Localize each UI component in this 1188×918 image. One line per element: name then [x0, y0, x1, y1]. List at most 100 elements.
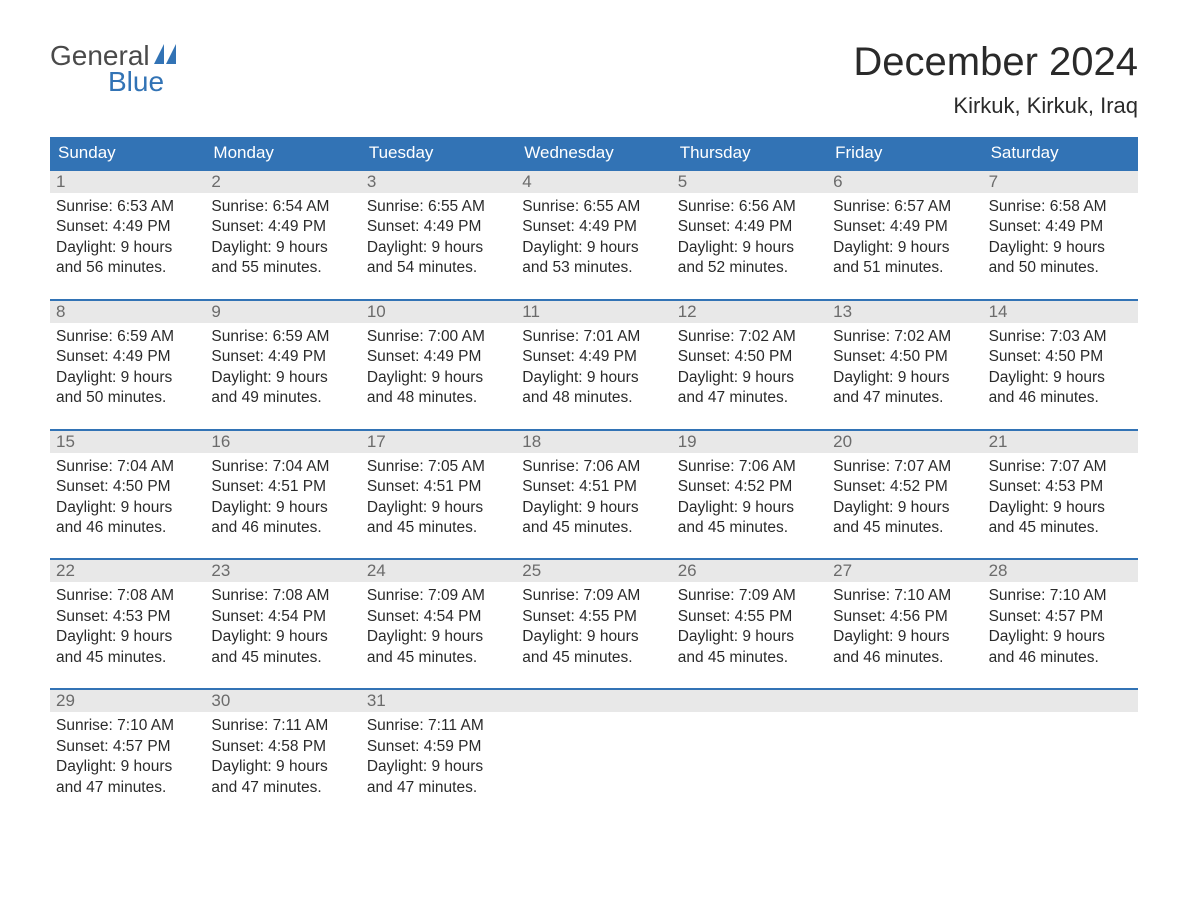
day-cell: Sunrise: 7:09 AMSunset: 4:54 PMDaylight:… [361, 582, 516, 674]
sunset-text: Sunset: 4:55 PM [678, 607, 821, 627]
sunset-text: Sunset: 4:53 PM [989, 477, 1132, 497]
weekday-label: Monday [205, 137, 360, 169]
weekday-label: Thursday [672, 137, 827, 169]
daylight-text-1: Daylight: 9 hours [211, 627, 354, 647]
day-number: 16 [205, 431, 360, 453]
sunrise-text: Sunrise: 7:10 AM [56, 716, 199, 736]
flag-icon [154, 44, 182, 69]
daylight-text-1: Daylight: 9 hours [367, 368, 510, 388]
day-cell: Sunrise: 7:03 AMSunset: 4:50 PMDaylight:… [983, 323, 1138, 415]
daylight-text-1: Daylight: 9 hours [833, 498, 976, 518]
day-number: 7 [983, 171, 1138, 193]
sunset-text: Sunset: 4:49 PM [522, 217, 665, 237]
daylight-text-1: Daylight: 9 hours [56, 627, 199, 647]
day-cell: Sunrise: 7:06 AMSunset: 4:51 PMDaylight:… [516, 453, 671, 545]
day-number: 17 [361, 431, 516, 453]
daylight-text-2: and 47 minutes. [833, 388, 976, 408]
daylight-text-1: Daylight: 9 hours [211, 368, 354, 388]
sunset-text: Sunset: 4:51 PM [522, 477, 665, 497]
day-number: 20 [827, 431, 982, 453]
sunrise-text: Sunrise: 7:09 AM [522, 586, 665, 606]
sunrise-text: Sunrise: 7:02 AM [678, 327, 821, 347]
daylight-text-1: Daylight: 9 hours [833, 627, 976, 647]
day-number: 10 [361, 301, 516, 323]
day-number: 13 [827, 301, 982, 323]
day-number: 24 [361, 560, 516, 582]
day-number [827, 690, 982, 712]
sunset-text: Sunset: 4:50 PM [833, 347, 976, 367]
daylight-text-1: Daylight: 9 hours [211, 238, 354, 258]
sunset-text: Sunset: 4:49 PM [678, 217, 821, 237]
daylight-text-1: Daylight: 9 hours [211, 757, 354, 777]
sunset-text: Sunset: 4:53 PM [56, 607, 199, 627]
day-number [516, 690, 671, 712]
daylight-text-2: and 47 minutes. [56, 778, 199, 798]
day-number: 30 [205, 690, 360, 712]
daylight-text-1: Daylight: 9 hours [989, 368, 1132, 388]
daylight-text-2: and 45 minutes. [522, 518, 665, 538]
daylight-text-1: Daylight: 9 hours [522, 368, 665, 388]
day-cell: Sunrise: 7:10 AMSunset: 4:57 PMDaylight:… [983, 582, 1138, 674]
day-number-row: 15161718192021 [50, 431, 1138, 453]
daylight-text-1: Daylight: 9 hours [367, 498, 510, 518]
daylight-text-2: and 45 minutes. [833, 518, 976, 538]
sunset-text: Sunset: 4:50 PM [678, 347, 821, 367]
calendar-week: 15161718192021 Sunrise: 7:04 AM Sunset: 4:… [50, 429, 1138, 545]
sunset-text: Sunset: 4:57 PM [989, 607, 1132, 627]
daylight-text-1: Daylight: 9 hours [833, 238, 976, 258]
daylight-text-1: Daylight: 9 hours [522, 498, 665, 518]
day-number: 23 [205, 560, 360, 582]
sunset-text: Sunset: 4:49 PM [211, 217, 354, 237]
daylight-text-1: Daylight: 9 hours [678, 238, 821, 258]
sunrise-text: Sunrise: 6:59 AM [56, 327, 199, 347]
sunset-text: Sunset: 4:52 PM [833, 477, 976, 497]
sunrise-text: Sunrise: 7:01 AM [522, 327, 665, 347]
daylight-text-2: and 45 minutes. [678, 648, 821, 668]
day-number: 14 [983, 301, 1138, 323]
daylight-text-2: and 47 minutes. [211, 778, 354, 798]
daylight-text-1: Daylight: 9 hours [522, 627, 665, 647]
daylight-text-1: Daylight: 9 hours [367, 238, 510, 258]
day-number: 1 [50, 171, 205, 193]
daylight-text-2: and 45 minutes. [522, 648, 665, 668]
page-title: December 2024 [853, 40, 1138, 85]
day-cell [672, 712, 827, 804]
sunrise-text: Sunrise: 7:04 AM [211, 457, 354, 477]
day-cell: Sunrise: 6:59 AMSunset: 4:49 PMDaylight:… [50, 323, 205, 415]
sunset-text: Sunset: 4:50 PM [56, 477, 199, 497]
sunset-text: Sunset: 4:49 PM [989, 217, 1132, 237]
day-number: 5 [672, 171, 827, 193]
day-number: 21 [983, 431, 1138, 453]
daylight-text-1: Daylight: 9 hours [56, 368, 199, 388]
daylight-text-1: Daylight: 9 hours [56, 498, 199, 518]
sunrise-text: Sunrise: 7:10 AM [833, 586, 976, 606]
daylight-text-2: and 45 minutes. [678, 518, 821, 538]
sunrise-text: Sunrise: 7:05 AM [367, 457, 510, 477]
day-number-row: 1234567 [50, 171, 1138, 193]
daylight-text-2: and 51 minutes. [833, 258, 976, 278]
sunrise-text: Sunrise: 6:55 AM [367, 197, 510, 217]
sunset-text: Sunset: 4:51 PM [367, 477, 510, 497]
day-number: 8 [50, 301, 205, 323]
daylight-text-2: and 45 minutes. [56, 648, 199, 668]
sunset-text: Sunset: 4:49 PM [833, 217, 976, 237]
sunset-text: Sunset: 4:55 PM [522, 607, 665, 627]
day-number: 4 [516, 171, 671, 193]
day-cell: Sunrise: 7:07 AMSunset: 4:53 PMDaylight:… [983, 453, 1138, 545]
daylight-text-1: Daylight: 9 hours [367, 627, 510, 647]
sunrise-text: Sunrise: 7:03 AM [989, 327, 1132, 347]
calendar-week: 293031Sunrise: 7:10 AMSunset: 4:57 PMDay… [50, 688, 1138, 804]
day-cell [827, 712, 982, 804]
day-number: 18 [516, 431, 671, 453]
logo: General Blue [50, 40, 182, 98]
sunrise-text: Sunrise: 6:53 AM [56, 197, 199, 217]
day-cell: Sunrise: 7:05 AMSunset: 4:51 PMDaylight:… [361, 453, 516, 545]
sunset-text: Sunset: 4:49 PM [367, 347, 510, 367]
day-cell: Sunrise: 6:55 AMSunset: 4:49 PMDaylight:… [361, 193, 516, 285]
sunset-text: Sunset: 4:59 PM [367, 737, 510, 757]
sunrise-text: Sunrise: 6:57 AM [833, 197, 976, 217]
day-number: 29 [50, 690, 205, 712]
sunrise-text: Sunrise: 7:00 AM [367, 327, 510, 347]
daylight-text-2: and 46 minutes. [989, 388, 1132, 408]
daylight-text-2: and 53 minutes. [522, 258, 665, 278]
